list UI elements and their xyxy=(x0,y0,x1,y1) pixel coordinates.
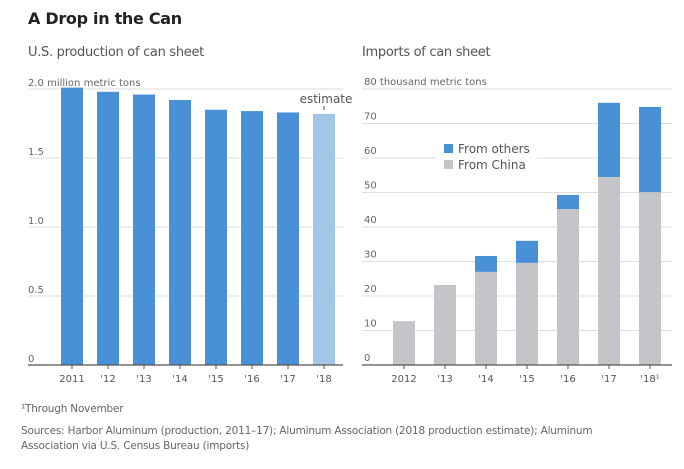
x-tick-label: '18¹ xyxy=(640,374,659,385)
bar xyxy=(169,100,191,365)
y-tick-label: 60 xyxy=(364,146,377,157)
bar-from-others xyxy=(516,240,538,263)
y-tick-label: 0 xyxy=(28,354,34,365)
y-tick-label: 1.0 xyxy=(28,216,44,227)
bar xyxy=(133,94,155,366)
legend-label-from-china: From China xyxy=(458,158,526,172)
y-tick-label: 0.5 xyxy=(28,285,44,296)
estimate-annotation: estimate xyxy=(300,92,353,106)
y-tick-label: 40 xyxy=(364,215,377,226)
chart-title: A Drop in the Can xyxy=(28,9,182,28)
x-tick-label: '16 xyxy=(244,374,259,385)
bar-from-china xyxy=(516,262,538,365)
x-tick-label: '17 xyxy=(280,374,295,385)
x-tick-label: '18 xyxy=(316,374,331,385)
sources-note: Sources: Harbor Aluminum (production, 20… xyxy=(21,425,593,452)
y-tick-label: 70 xyxy=(364,112,377,123)
y-tick-label: 2.0 million metric tons xyxy=(28,78,141,89)
charts-svg: 0 0.5 1.0 1.5 2.0 million metric tons 2011 '12… xyxy=(28,77,672,385)
x-tick-label: 2011 xyxy=(59,374,84,385)
y-tick-label: 0 xyxy=(364,353,370,364)
bar-from-others xyxy=(475,255,497,272)
bar xyxy=(241,111,263,365)
legend-label-from-others: From others xyxy=(458,142,530,156)
imports-chart-subtitle: Imports of can sheet xyxy=(362,45,491,60)
bar-from-china xyxy=(557,209,579,365)
production-chart-subtitle: U.S. production of can sheet xyxy=(28,45,204,60)
x-tick-label: 2012 xyxy=(391,374,416,385)
bar xyxy=(97,91,119,365)
bar xyxy=(61,87,83,366)
production-chart: 0 0.5 1.0 1.5 2.0 million metric tons 2011 '12… xyxy=(28,78,352,385)
y-tick-label: 20 xyxy=(364,284,377,295)
bar-from-china xyxy=(434,284,456,365)
y-tick-label: 10 xyxy=(364,319,377,330)
bar xyxy=(313,113,335,365)
x-tick-label: '12 xyxy=(100,374,115,385)
bar xyxy=(205,109,227,365)
bar-from-china xyxy=(598,176,620,365)
legend-swatch-from-china xyxy=(444,160,453,169)
bar-from-others xyxy=(557,194,579,210)
legend-background xyxy=(437,141,537,175)
x-tick-label: '15 xyxy=(208,374,223,385)
legend-swatch-from-others xyxy=(444,144,453,153)
x-tick-label: '17 xyxy=(601,374,616,385)
x-tick-label: '15 xyxy=(519,374,534,385)
x-tick-label: '14 xyxy=(172,374,187,385)
y-tick-label: 30 xyxy=(364,250,377,261)
bar-from-others xyxy=(639,106,661,193)
x-tick-label: '16 xyxy=(560,374,575,385)
x-tick-label: '13 xyxy=(136,374,151,385)
footnote: ¹Through November xyxy=(21,403,124,415)
imports-chart: 0 10 20 30 40 50 60 70 80 thousand metric tons 20… xyxy=(362,77,672,385)
bar-from-china xyxy=(475,271,497,365)
y-tick-label: 50 xyxy=(364,181,377,192)
bar-from-others xyxy=(598,102,620,177)
bar-from-china xyxy=(393,321,415,365)
y-tick-label: 80 thousand metric tons xyxy=(364,77,487,88)
x-tick-label: '14 xyxy=(478,374,493,385)
bar-from-china xyxy=(639,192,661,365)
x-tick-label: '13 xyxy=(437,374,452,385)
bar xyxy=(277,112,299,366)
y-tick-label: 1.5 xyxy=(28,147,44,158)
